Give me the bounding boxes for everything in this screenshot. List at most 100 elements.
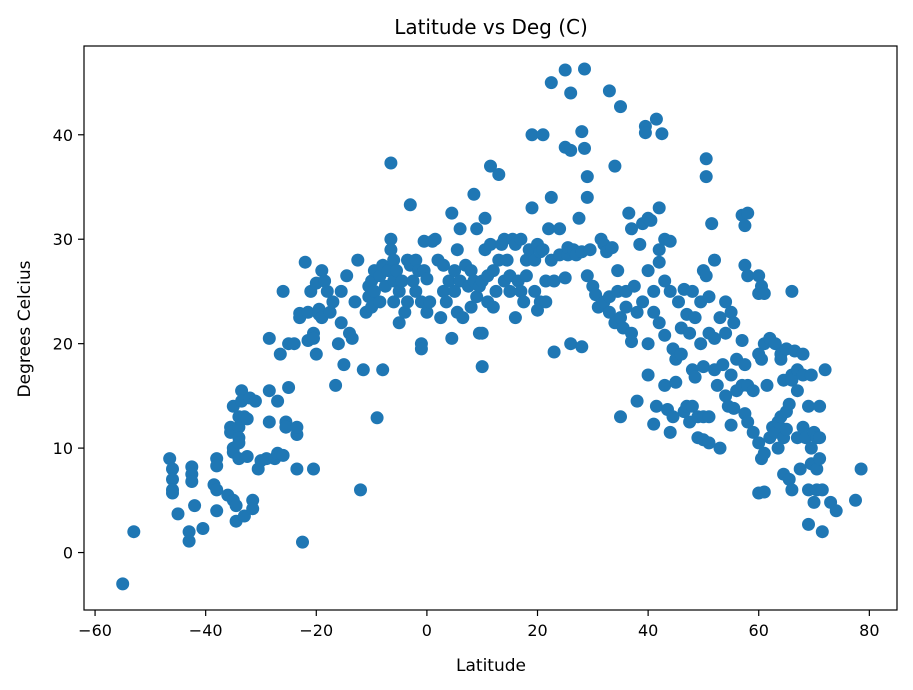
- data-point: [456, 311, 470, 325]
- data-point: [232, 420, 246, 434]
- data-point: [442, 274, 456, 288]
- data-point: [486, 264, 500, 278]
- data-point: [785, 284, 799, 298]
- data-point: [804, 368, 818, 382]
- data-point: [666, 410, 680, 424]
- data-point: [475, 360, 489, 374]
- data-point: [575, 125, 589, 139]
- data-point: [171, 507, 185, 521]
- data-point: [514, 232, 528, 246]
- data-point: [755, 352, 768, 366]
- data-point: [437, 284, 450, 298]
- x-tick-label: 0: [422, 621, 432, 640]
- data-point: [437, 258, 450, 272]
- data-point: [298, 255, 312, 269]
- data-point: [796, 420, 810, 434]
- data-point: [702, 410, 716, 424]
- data-point: [669, 375, 683, 389]
- data-point: [713, 441, 727, 455]
- data-point: [409, 253, 423, 267]
- data-point: [738, 358, 752, 372]
- data-point: [519, 269, 533, 283]
- x-tick-label: 20: [527, 621, 547, 640]
- data-point: [240, 412, 254, 426]
- data-point: [296, 535, 309, 549]
- data-point: [564, 86, 578, 100]
- x-tick-label: −20: [299, 621, 333, 640]
- data-point: [614, 311, 627, 325]
- data-point: [696, 360, 710, 374]
- y-tick-label: 20: [53, 335, 73, 354]
- data-point: [384, 156, 398, 170]
- data-point: [746, 425, 760, 439]
- data-point: [182, 534, 196, 548]
- data-point: [802, 517, 815, 531]
- data-point: [290, 420, 304, 434]
- data-point: [641, 368, 655, 382]
- data-point: [345, 331, 359, 345]
- data-point: [337, 358, 351, 372]
- y-axis-label: Degrees Celcius: [15, 260, 35, 397]
- data-point: [406, 274, 420, 288]
- data-point: [741, 206, 755, 220]
- data-point: [276, 448, 290, 462]
- data-point: [196, 522, 210, 535]
- data-point: [572, 211, 586, 225]
- y-tick-label: 0: [63, 544, 73, 563]
- data-point: [340, 269, 354, 283]
- data-point: [392, 284, 406, 298]
- data-point: [392, 316, 406, 330]
- data-point: [625, 335, 638, 349]
- data-point: [276, 284, 290, 298]
- data-point: [627, 279, 641, 293]
- data-point: [166, 462, 179, 476]
- data-point: [796, 347, 810, 361]
- data-point: [163, 452, 177, 466]
- data-point: [724, 368, 738, 382]
- data-point: [647, 284, 661, 298]
- data-point: [813, 399, 827, 413]
- data-point: [813, 452, 827, 466]
- data-point: [746, 384, 760, 398]
- x-tick-label: 60: [749, 621, 769, 640]
- data-point: [464, 300, 478, 314]
- data-point: [409, 284, 423, 298]
- data-point: [271, 394, 285, 408]
- data-point: [448, 264, 462, 278]
- data-point: [622, 206, 636, 220]
- data-point: [658, 378, 672, 392]
- data-point: [558, 63, 572, 77]
- data-point: [652, 243, 666, 257]
- data-points: [116, 62, 868, 591]
- data-point: [331, 337, 345, 351]
- data-point: [672, 295, 685, 309]
- data-point: [790, 384, 804, 398]
- data-point: [652, 201, 666, 215]
- data-point: [757, 485, 771, 499]
- y-tick-label: 10: [53, 439, 73, 458]
- y-axis-ticks: 0 10 20 30 40: [53, 126, 84, 563]
- data-point: [539, 295, 553, 309]
- data-point: [467, 187, 481, 201]
- data-point: [719, 326, 733, 340]
- data-point: [414, 342, 428, 356]
- data-point: [829, 504, 843, 518]
- data-point: [793, 462, 807, 476]
- data-point: [542, 222, 556, 236]
- data-point: [282, 381, 296, 394]
- data-point: [719, 295, 733, 309]
- data-point: [663, 284, 677, 298]
- data-point: [752, 436, 766, 450]
- y-tick-label: 30: [53, 230, 73, 249]
- data-point: [210, 483, 224, 497]
- data-point: [373, 295, 387, 309]
- data-point: [428, 232, 442, 246]
- data-point: [752, 269, 766, 283]
- data-point: [262, 415, 276, 429]
- data-point: [854, 462, 868, 476]
- data-point: [580, 190, 594, 204]
- data-point: [663, 234, 677, 248]
- data-point: [398, 305, 412, 319]
- data-point: [757, 446, 771, 460]
- data-point: [287, 337, 301, 351]
